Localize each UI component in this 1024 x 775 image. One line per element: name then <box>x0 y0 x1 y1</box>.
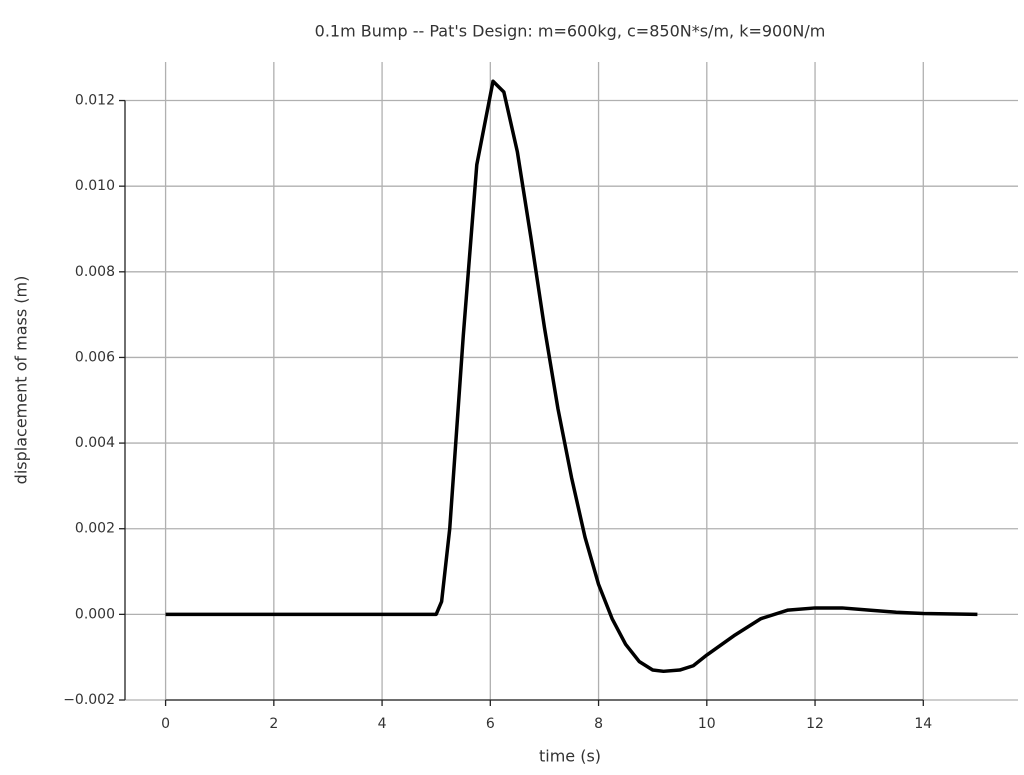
data-line <box>165 79 978 674</box>
x-tick-label: 0 <box>161 716 170 732</box>
y-tick-label: 0.000 <box>75 606 115 622</box>
y-tick-label: 0.006 <box>75 349 115 365</box>
x-tick-label: 14 <box>914 716 932 732</box>
y-tick-label: 0.012 <box>75 93 115 109</box>
y-tick-label: 0.010 <box>75 178 115 194</box>
y-tick-label: 0.008 <box>75 264 115 280</box>
y-tick-label: 0.004 <box>75 435 115 451</box>
x-tick-label: 10 <box>698 716 716 732</box>
x-tick-label: 8 <box>594 716 603 732</box>
x-tick-label: 4 <box>378 716 387 732</box>
x-tick-label: 6 <box>486 716 495 732</box>
x-tick-label: 2 <box>269 716 278 732</box>
chart-title: 0.1m Bump -- Pat's Design: m=600kg, c=85… <box>315 22 826 41</box>
y-tick-label: −0.002 <box>63 692 115 708</box>
y-tick-label: 0.002 <box>75 521 115 537</box>
x-tick-label: 12 <box>806 716 824 732</box>
x-axis-label: time (s) <box>539 747 601 766</box>
y-axis-label: displacement of mass (m) <box>12 276 31 485</box>
